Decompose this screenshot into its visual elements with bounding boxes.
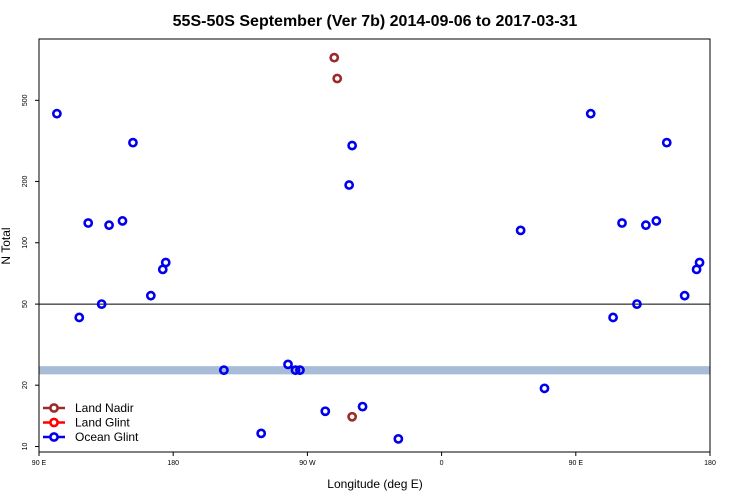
point-ocean-glint bbox=[51, 108, 62, 119]
point-ocean-glint bbox=[640, 220, 651, 231]
point-ocean-glint bbox=[160, 257, 171, 268]
point-ocean-glint bbox=[74, 312, 85, 323]
point-ocean-glint bbox=[96, 299, 107, 310]
x-tick-label: 0 bbox=[440, 460, 444, 467]
point-ocean-glint bbox=[117, 216, 128, 226]
point-ocean-glint bbox=[632, 299, 642, 310]
plot-area bbox=[39, 52, 710, 444]
x-tick-label: 90 E bbox=[569, 460, 584, 467]
y-tick-label: 500 bbox=[22, 94, 29, 106]
plot-frame bbox=[38, 38, 711, 453]
legend-label-ocean-glint: Ocean Glint bbox=[75, 430, 139, 444]
point-ocean-glint bbox=[295, 365, 305, 376]
legend-label-land-glint: Land Glint bbox=[75, 416, 130, 430]
x-tick-label: 180 bbox=[167, 460, 179, 467]
point-ocean-glint bbox=[694, 257, 705, 268]
point-ocean-glint bbox=[344, 180, 355, 190]
point-ocean-glint bbox=[608, 312, 618, 323]
legend-marker-ocean-glint bbox=[49, 432, 59, 442]
x-axis: 90 E 180 90 W 0 90 E 180 bbox=[32, 452, 716, 467]
x-axis-label: Longitude (deg E) bbox=[327, 477, 422, 491]
point-ocean-glint bbox=[585, 108, 596, 119]
point-ocean-glint bbox=[679, 290, 690, 301]
x-tick-label: 90 E bbox=[32, 460, 47, 467]
point-ocean-glint bbox=[290, 365, 301, 376]
y-tick-label: 200 bbox=[22, 175, 29, 187]
x-tick-label: 180 bbox=[704, 460, 716, 467]
y-tick-label: 10 bbox=[22, 443, 29, 451]
y-tick-label: 50 bbox=[22, 300, 29, 308]
legend-marker-land-nadir bbox=[49, 403, 59, 413]
legend-label-land-nadir: Land Nadir bbox=[75, 401, 134, 415]
y-axis: 10 20 50 100 200 500 bbox=[22, 94, 39, 450]
point-ocean-glint bbox=[357, 401, 368, 412]
legend-marker-land-glint bbox=[49, 417, 59, 428]
point-ocean-glint bbox=[661, 137, 672, 148]
chart-title: 55S-50S September (Ver 7b) 2014-09-06 to… bbox=[173, 13, 578, 30]
point-ocean-glint bbox=[256, 428, 267, 439]
x-tick-label: 90 W bbox=[299, 460, 316, 467]
point-ocean-glint bbox=[283, 359, 293, 370]
point-land-nadir bbox=[347, 411, 358, 422]
point-ocean-glint bbox=[539, 383, 550, 394]
point-ocean-glint bbox=[617, 218, 627, 228]
point-ocean-glint bbox=[104, 220, 114, 231]
point-ocean-glint bbox=[515, 225, 526, 236]
point-ocean-glint bbox=[218, 365, 229, 376]
point-ocean-glint bbox=[320, 406, 331, 417]
shaded-band bbox=[39, 366, 710, 375]
point-ocean-glint bbox=[651, 216, 662, 226]
point-ocean-glint bbox=[128, 137, 138, 148]
y-axis-label: N Total bbox=[0, 227, 13, 264]
point-land-nadir bbox=[332, 73, 343, 84]
y-tick-label: 100 bbox=[22, 237, 29, 249]
point-ocean-glint bbox=[347, 140, 358, 151]
point-ocean-glint bbox=[145, 290, 156, 301]
point-ocean-glint bbox=[393, 433, 404, 444]
point-ocean-glint bbox=[83, 218, 94, 228]
point-land-nadir bbox=[329, 52, 340, 63]
y-tick-label: 20 bbox=[22, 381, 29, 389]
